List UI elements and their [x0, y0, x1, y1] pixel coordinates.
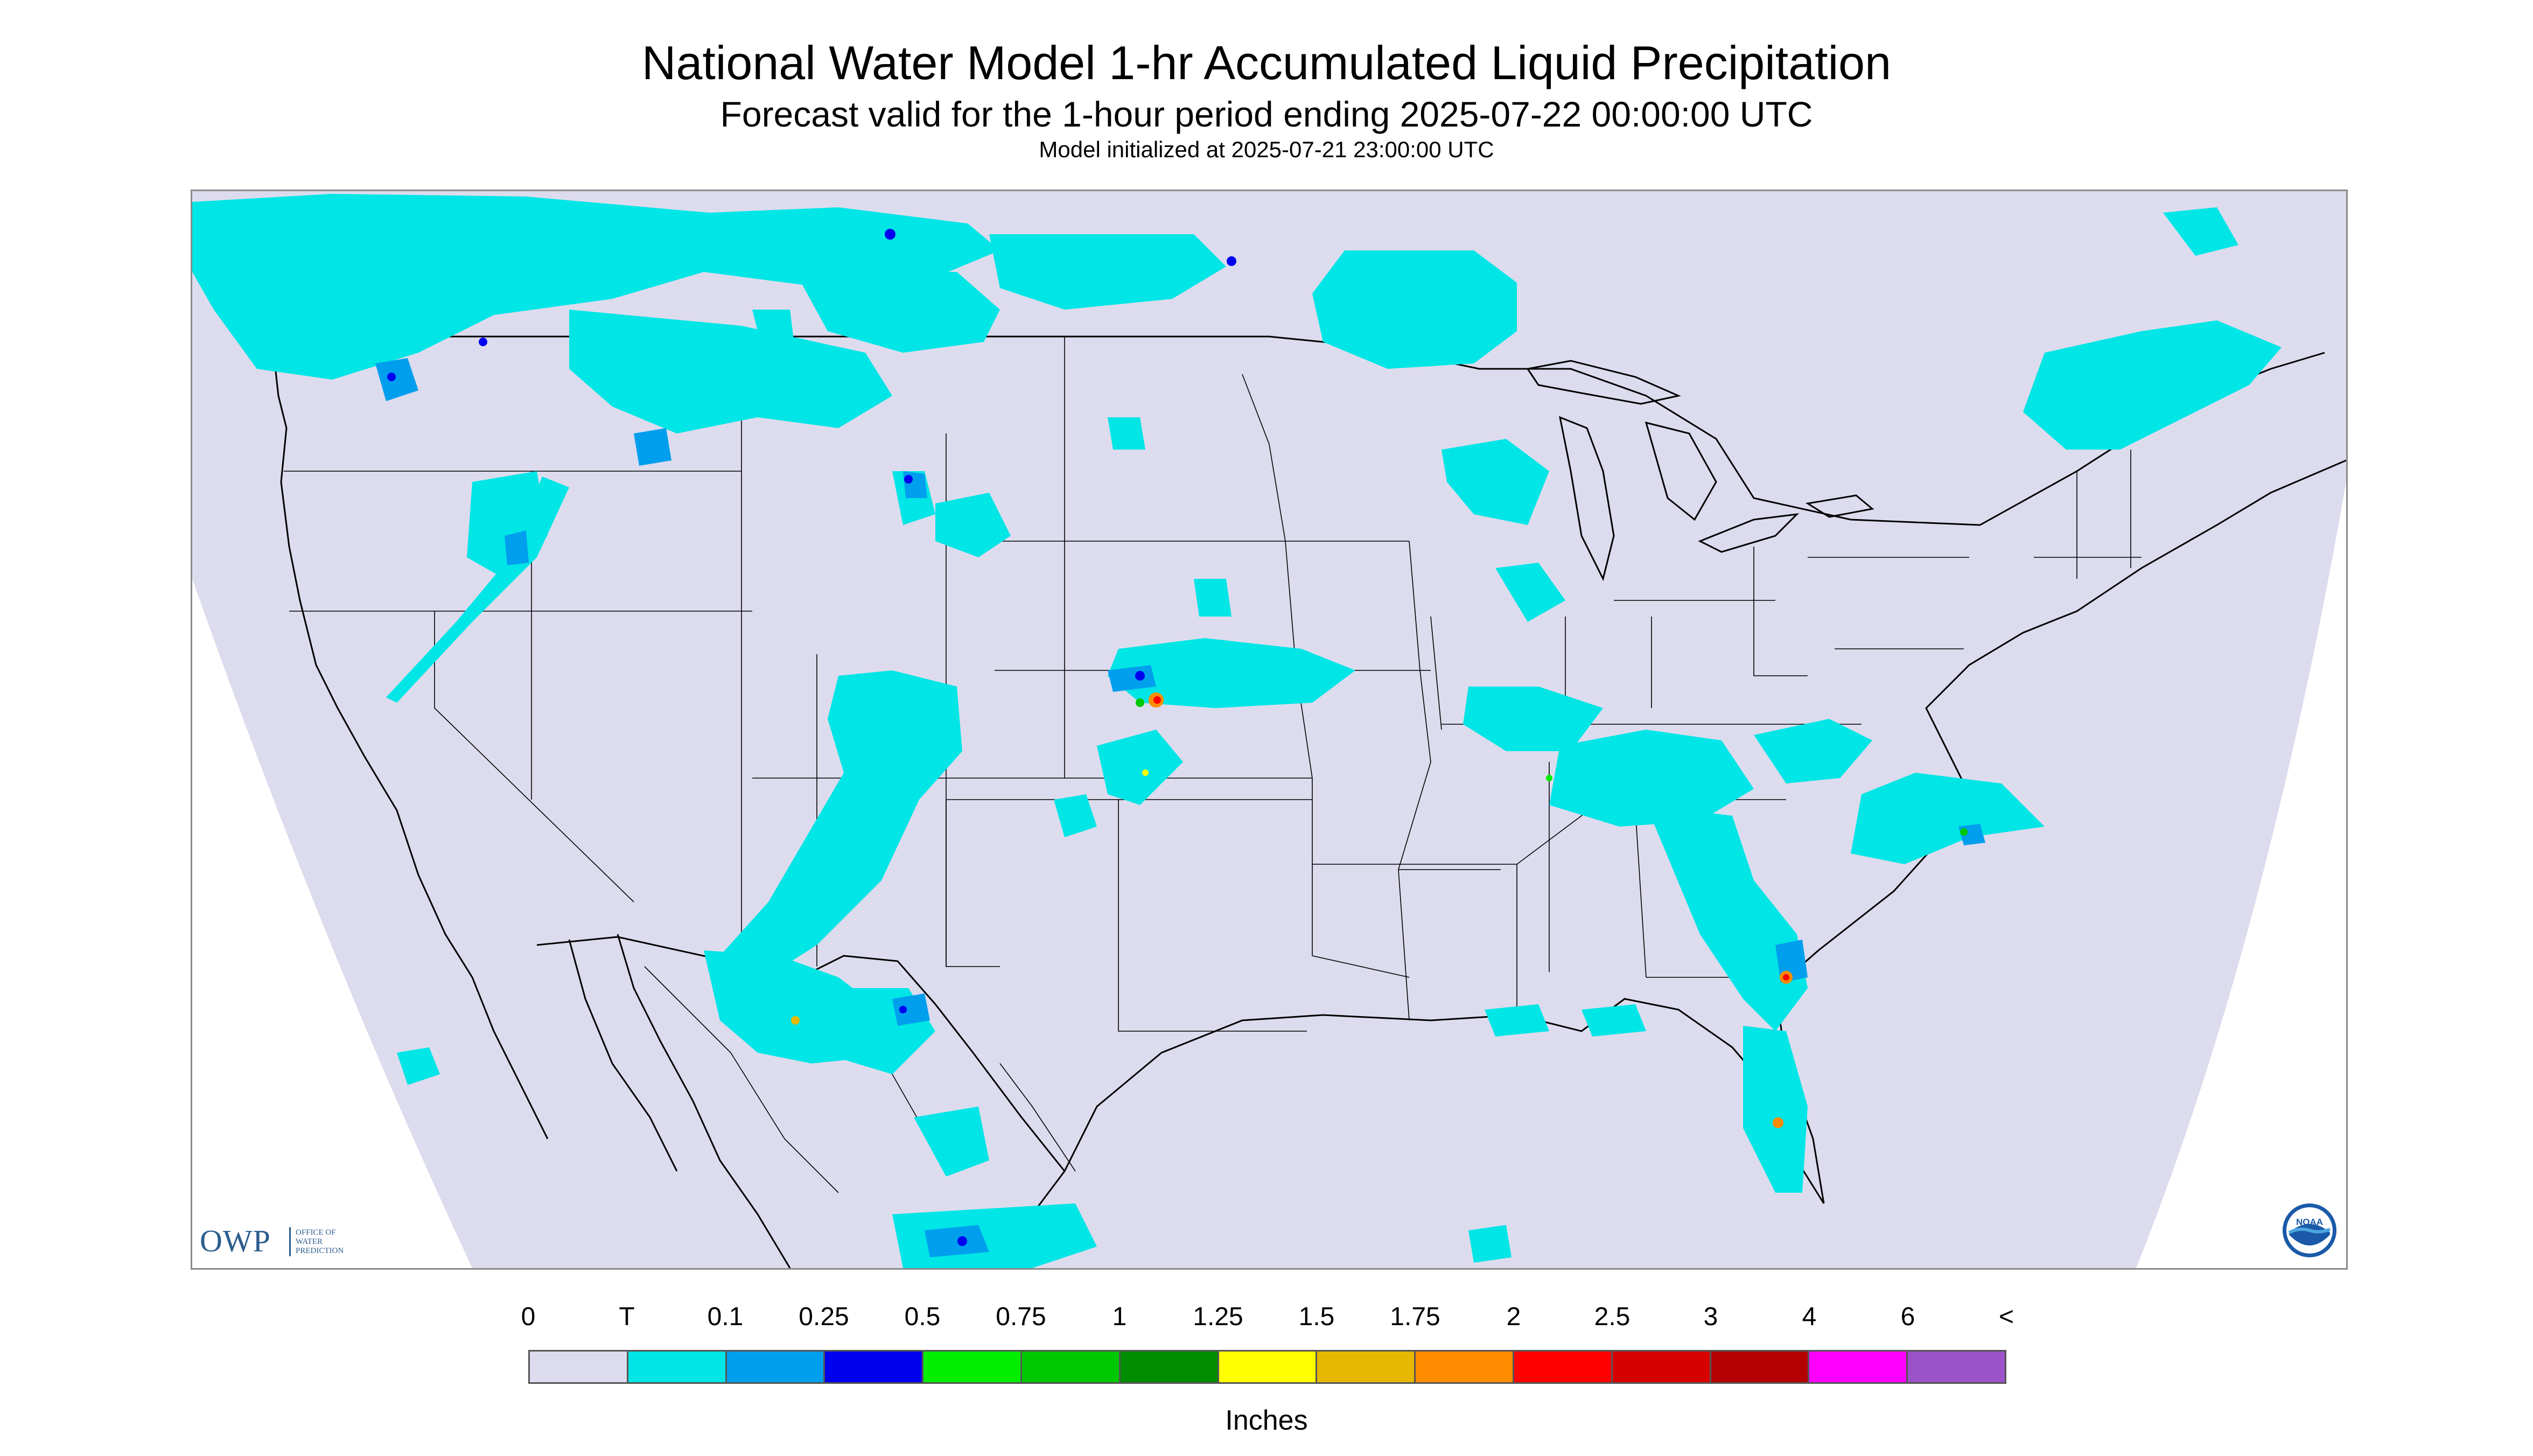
legend-swatch [1317, 1352, 1416, 1382]
lake-superior [1526, 360, 1681, 405]
legend-swatch [628, 1352, 727, 1382]
precip-heavy-areas [791, 692, 1968, 1128]
pacific-coast [272, 347, 549, 1139]
legend-tick-label: < [1998, 1303, 2014, 1331]
legend-swatch [1021, 1352, 1121, 1382]
legend-unit-label: Inches [1225, 1405, 1308, 1436]
forecast-valid-subtitle: Forecast valid for the 1-hour period end… [720, 94, 1813, 134]
legend-tick-label: 1.75 [1390, 1303, 1440, 1331]
legend-swatch [1809, 1352, 1908, 1382]
legend-tick-label: 1 [1112, 1303, 1127, 1331]
legend-color-bar [528, 1350, 2006, 1384]
owp-logo-separator [289, 1227, 291, 1256]
noaa-logo-text: NOAA [2296, 1217, 2323, 1227]
legend-tick-label: 1.5 [1298, 1303, 1335, 1331]
legend-tick-label: 0.1 [707, 1303, 744, 1331]
us-mexico-border [536, 936, 1066, 1172]
legend-swatch [1908, 1352, 2005, 1382]
map-title: National Water Model 1-hr Accumulated Li… [641, 36, 1892, 89]
legend-swatch [530, 1352, 628, 1382]
precipitation-map: OWP OFFICE OF WATER PREDICTION NOAA [191, 190, 2348, 1270]
legend-swatch [825, 1352, 924, 1382]
lake-huron [1645, 421, 1717, 521]
legend-tick-label: 3 [1703, 1303, 1718, 1331]
owp-logo-letters: OWP [200, 1223, 271, 1258]
lake-michigan [1558, 416, 1615, 582]
precip-trace-areas [192, 194, 2282, 1268]
legend-tick-labels: 0 T 0.1 0.25 0.5 0.75 1 1.25 1.5 1.75 2 2.5 3 4 6 < [0, 1302, 2533, 1334]
legend-tick-label: 0.75 [996, 1303, 1046, 1331]
legend-tick-label: 0 [521, 1303, 536, 1331]
model-init-caption: Model initialized at 2025-07-21 23:00:00… [1039, 137, 1494, 162]
lake-ontario [1805, 494, 1874, 518]
legend-tick-label: 6 [1900, 1303, 1915, 1331]
legend-swatch [1219, 1352, 1318, 1382]
legend-tick-label: 2 [1506, 1303, 1521, 1331]
owp-logo: OWP OFFICE OF WATER PREDICTION [200, 1223, 377, 1258]
legend-tick-label: 2.5 [1594, 1303, 1631, 1331]
legend-tick-label: T [619, 1303, 635, 1331]
owp-logo-line: PREDICTION [296, 1247, 344, 1255]
legend-swatch [1612, 1352, 1711, 1382]
legend-swatch [1416, 1352, 1514, 1382]
legend-swatch [1514, 1352, 1613, 1382]
legend-swatch [726, 1352, 825, 1382]
legend-tick-label: 0.25 [799, 1303, 849, 1331]
gulf-of-california [617, 934, 791, 1268]
map-canvas [192, 191, 2346, 1268]
legend-swatch [1120, 1352, 1219, 1382]
owp-logo-text: OFFICE OF WATER PREDICTION [296, 1228, 376, 1256]
baja-west-coast [568, 939, 678, 1172]
noaa-logo: NOAA [2283, 1203, 2336, 1257]
map-domain [192, 191, 2346, 1268]
owp-logo-line: OFFICE OF [296, 1228, 336, 1237]
legend-tick-label: 0.5 [904, 1303, 941, 1331]
legend-tick-label: 1.25 [1193, 1303, 1243, 1331]
legend-swatch [923, 1352, 1022, 1382]
owp-logo-line: WATER [296, 1237, 323, 1246]
lake-erie [1698, 513, 1800, 553]
precip-light-areas [375, 358, 1985, 1257]
precip-moderate-areas [387, 229, 1236, 1246]
legend-swatch [1711, 1352, 1810, 1382]
legend-tick-label: 4 [1802, 1303, 1817, 1331]
atlantic-coast [1774, 459, 2346, 1204]
